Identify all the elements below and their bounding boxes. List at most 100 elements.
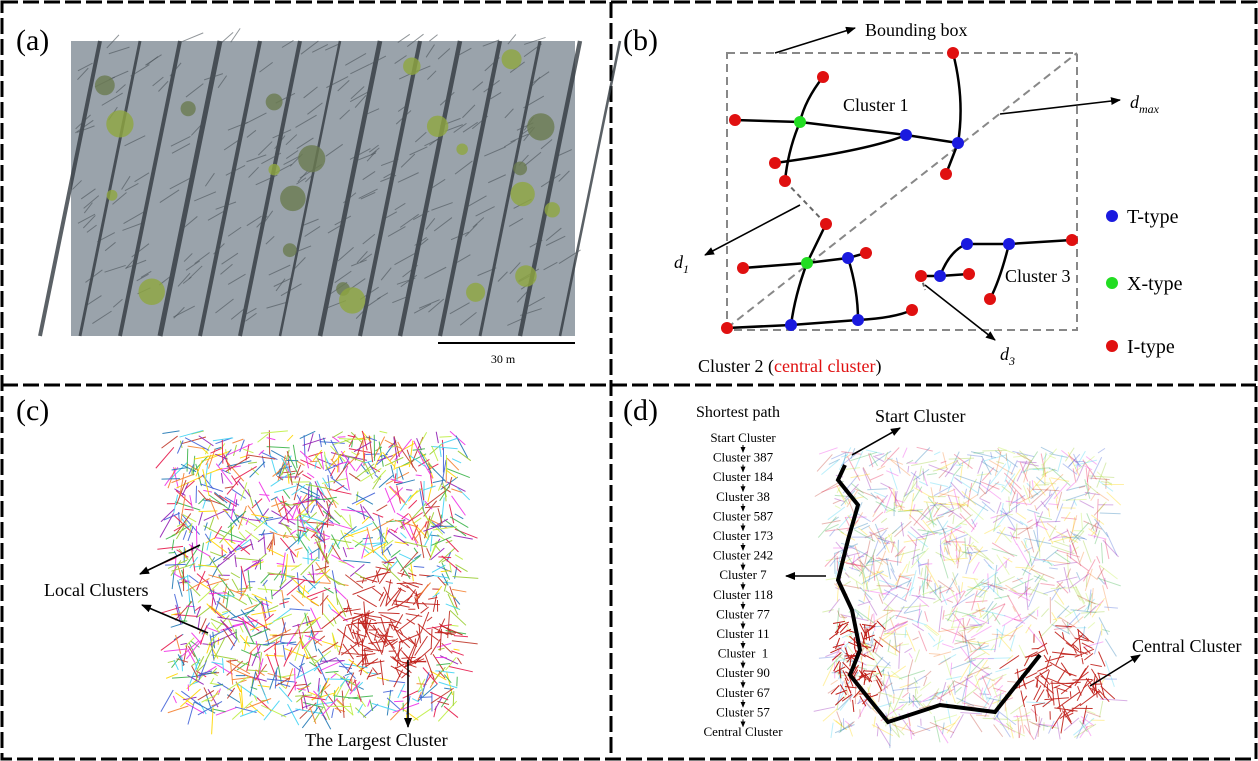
- fracture: [994, 724, 1003, 736]
- fracture: [245, 530, 259, 540]
- nodes: [721, 47, 1078, 334]
- fracture: [355, 708, 366, 718]
- fracture: [872, 512, 883, 522]
- fracture: [921, 568, 922, 577]
- legend-label: I-type: [1127, 336, 1175, 358]
- fracture: [362, 650, 373, 651]
- fracture: [1041, 609, 1048, 617]
- fracture: [248, 462, 257, 463]
- vegetation: [427, 116, 448, 137]
- vegetation: [266, 93, 283, 110]
- fracture: [1041, 519, 1053, 544]
- path-step: Cluster 67: [716, 685, 770, 700]
- annotation: The Largest Cluster: [305, 730, 448, 750]
- node: [769, 157, 781, 169]
- fracture: [406, 490, 412, 491]
- fracture: [450, 610, 466, 625]
- fracture: [952, 645, 967, 650]
- fracture: [378, 572, 391, 575]
- fracture: [844, 581, 851, 585]
- node: [794, 116, 806, 128]
- fracture: [235, 558, 260, 561]
- fracture: [247, 652, 252, 671]
- fracture: [232, 579, 239, 591]
- fracture: [274, 486, 296, 493]
- fracture: [862, 624, 874, 626]
- fracture: [890, 666, 906, 677]
- fracture: [1057, 721, 1060, 739]
- fracture: [863, 574, 864, 591]
- fracture: [939, 468, 948, 478]
- edge: [735, 120, 800, 122]
- fracture: [441, 571, 450, 572]
- fracture: [988, 658, 1011, 659]
- fracture: [877, 727, 878, 737]
- fracture: [310, 597, 318, 600]
- fracture-network: [814, 447, 1128, 748]
- fracture: [363, 538, 373, 539]
- fracture: [333, 687, 339, 696]
- path-step: Cluster 587: [713, 508, 774, 523]
- fracture: [457, 658, 461, 664]
- fracture: [919, 586, 920, 595]
- fracture: [896, 709, 902, 710]
- path-step: Cluster 7: [719, 567, 767, 582]
- fracture: [431, 629, 432, 649]
- vegetation: [502, 49, 522, 69]
- fracture: [288, 473, 295, 475]
- fracture: [442, 438, 458, 443]
- fracture: [1031, 709, 1038, 716]
- fracture: [169, 552, 175, 553]
- fracture: [924, 625, 937, 636]
- fracture: [924, 677, 927, 686]
- fracture: [438, 648, 445, 650]
- fracture: [440, 437, 452, 438]
- fracture: [1080, 501, 1094, 508]
- fracture: [945, 460, 958, 477]
- fracture: [951, 482, 964, 497]
- edge: [791, 224, 826, 325]
- vegetation: [181, 101, 196, 116]
- fracture: [166, 535, 176, 540]
- fracture: [951, 660, 976, 669]
- fracture: [240, 626, 243, 632]
- fracture: [1048, 508, 1049, 517]
- fracture: [1078, 629, 1081, 657]
- fracture: [941, 654, 957, 662]
- fracture: [870, 474, 883, 480]
- path-step: Cluster 90: [716, 665, 770, 680]
- fracture: [899, 670, 925, 678]
- fracture: [844, 655, 856, 656]
- fracture: [324, 452, 326, 470]
- math-label: dmax: [1130, 92, 1160, 116]
- node: [721, 322, 733, 334]
- fracture: [162, 436, 178, 448]
- fracture: [261, 705, 286, 717]
- fracture: [408, 490, 417, 501]
- fracture: [987, 614, 988, 624]
- fracture: [1097, 556, 1100, 563]
- fracture: [874, 492, 886, 497]
- fracture: [885, 452, 888, 461]
- fracture: [264, 533, 266, 554]
- fracture: [954, 467, 961, 476]
- fracture: [435, 698, 442, 710]
- fracture: [335, 485, 344, 490]
- fracture: [1054, 590, 1064, 605]
- fracture: [321, 614, 339, 628]
- fracture: [1043, 587, 1065, 594]
- path-step: Cluster 173: [713, 528, 773, 543]
- fracture: [259, 482, 270, 502]
- fracture: [259, 495, 269, 496]
- fracture: [1016, 524, 1017, 540]
- fracture: [956, 475, 981, 484]
- fracture: [301, 697, 303, 711]
- fracture: [269, 452, 275, 474]
- fracture: [889, 696, 905, 700]
- fracture: [917, 447, 933, 451]
- fracture: [314, 708, 323, 722]
- fracture: [1009, 496, 1010, 512]
- fracture: [175, 558, 176, 574]
- fracture: [930, 483, 948, 487]
- edge: [785, 77, 823, 181]
